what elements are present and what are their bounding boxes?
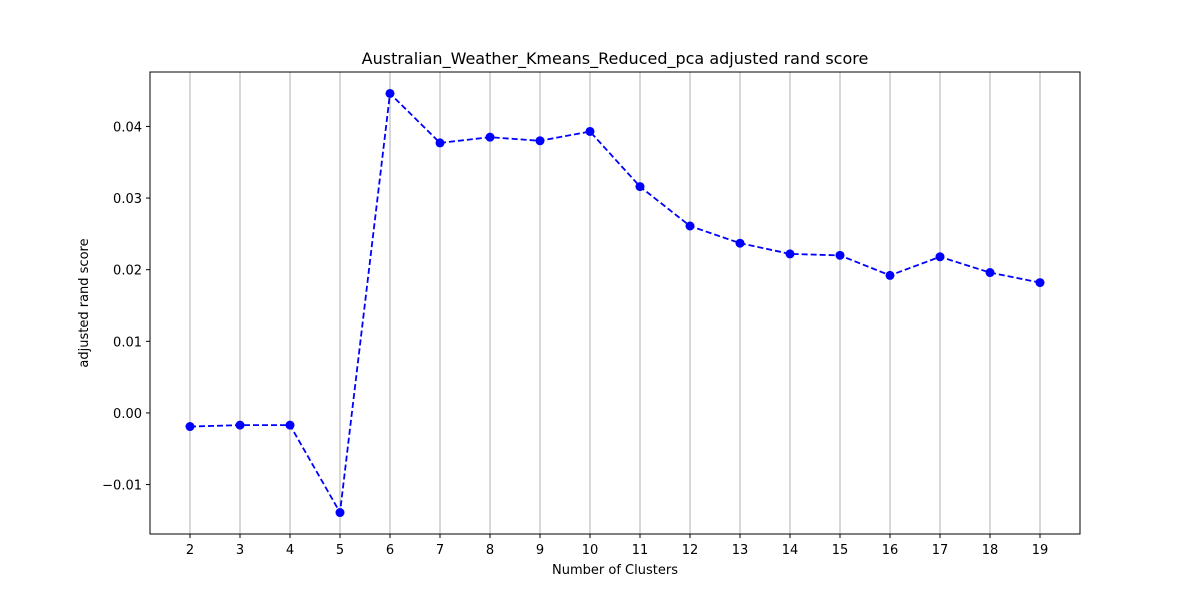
x-axis: 2 3 4 5 6 7 8 9 10 11 12 13 14 15 16 17 18 19 — [186, 534, 1048, 558]
grid-lines — [189, 72, 1041, 534]
x-tick-label: 17 — [932, 543, 949, 558]
data-point — [485, 132, 495, 142]
data-point — [785, 249, 795, 259]
x-tick-label: 3 — [236, 543, 244, 558]
y-axis-title: adjusted rand score — [77, 238, 92, 367]
y-axis: −0.01 0.00 0.01 0.02 0.03 0.04 — [102, 120, 150, 494]
data-point — [685, 221, 695, 231]
series-blue — [185, 88, 1045, 518]
data-point — [435, 138, 445, 148]
data-point — [335, 508, 345, 518]
x-tick-label: 2 — [186, 543, 194, 558]
x-tick-label: 18 — [982, 543, 999, 558]
y-tick-label: 0.00 — [113, 407, 142, 422]
data-point — [1035, 278, 1045, 288]
plot-frame — [149, 71, 1081, 535]
data-point — [935, 252, 945, 262]
x-tick-label: 5 — [336, 543, 344, 558]
data-point — [835, 250, 845, 260]
data-point — [735, 238, 745, 248]
data-point — [885, 270, 895, 280]
data-point — [985, 268, 995, 278]
y-tick-label: 0.03 — [113, 192, 142, 207]
x-tick-label: 15 — [832, 543, 849, 558]
x-tick-label: 9 — [536, 543, 544, 558]
data-point — [635, 182, 645, 192]
chart-title: Australian_Weather_Kmeans_Reduced_pca ad… — [362, 49, 869, 69]
x-tick-label: 6 — [386, 543, 394, 558]
x-tick-label: 4 — [286, 543, 294, 558]
y-tick-label: 0.04 — [113, 120, 142, 135]
x-tick-label: 19 — [1032, 543, 1049, 558]
y-tick-label: 0.02 — [113, 264, 142, 279]
x-tick-label: 12 — [682, 543, 699, 558]
x-tick-label: 13 — [732, 543, 749, 558]
x-tick-label: 7 — [436, 543, 444, 558]
data-point — [285, 420, 295, 430]
x-tick-label: 10 — [582, 543, 599, 558]
data-point — [185, 422, 195, 432]
data-point — [385, 88, 395, 98]
x-tick-label: 14 — [782, 543, 799, 558]
data-point — [585, 126, 595, 136]
y-tick-label: −0.01 — [102, 479, 142, 494]
data-point — [535, 136, 545, 146]
x-axis-title: Number of Clusters — [552, 563, 678, 578]
series-line — [189, 91, 1041, 516]
data-point — [235, 420, 245, 430]
y-tick-label: 0.01 — [113, 335, 142, 350]
x-tick-label: 11 — [632, 543, 649, 558]
x-tick-label: 16 — [882, 543, 899, 558]
x-tick-label: 8 — [486, 543, 494, 558]
